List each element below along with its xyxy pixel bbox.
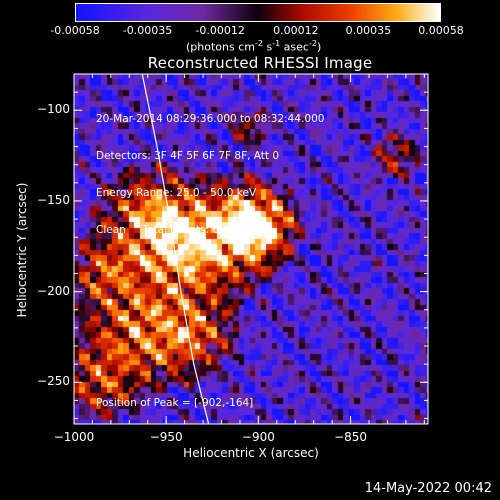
y-tick-label: −150 <box>37 192 70 207</box>
annotation-peak-position: Position of Peak = [-902,-164] <box>96 397 254 409</box>
footer-date: 14-May-2022 00:42 <box>364 481 492 496</box>
x-tick-label: −1000 <box>53 430 95 444</box>
colorbar-unit-label: (photons cm-2 s-1 asec-2) <box>186 39 322 54</box>
colorbar-tick-label: -0.00058 <box>50 24 100 37</box>
heatmap-image <box>74 74 428 424</box>
plot-frame <box>73 73 429 425</box>
colorbar-tick-label: 0.00058 <box>418 24 464 37</box>
colorbar-tick-label: -0.00012 <box>195 24 245 37</box>
y-tick-label: −100 <box>37 102 70 117</box>
annotation-clean-counts: Clean Total counts: 6.41E+03 <box>96 224 265 237</box>
annotation-energy-range: Energy Range: 25.0 - 50.0 keV <box>96 187 257 200</box>
colorbar <box>75 3 441 22</box>
x-axis-label: Heliocentric X (arcsec) <box>183 446 319 460</box>
annotation-detectors: Detectors: 3F 4F 5F 6F 7F 8F, Att 0 <box>96 150 280 163</box>
x-tick-label: −900 <box>241 430 275 444</box>
colorbar-tick-label: -0.00035 <box>122 24 173 37</box>
colorbar-tick-label: 0.00012 <box>273 24 319 37</box>
chart-title: Reconstructed RHESSI Image <box>147 54 373 72</box>
y-tick-label: −200 <box>37 283 70 298</box>
annotation-block: 20-Mar-2014 08:29:36.000 to 08:32:44.000… <box>96 88 324 249</box>
y-tick-label: −250 <box>37 374 70 389</box>
colorbar-tick-label: 0.00035 <box>345 24 392 37</box>
annotation-time-range: 20-Mar-2014 08:29:36.000 to 08:32:44.000 <box>96 112 325 125</box>
solar-limb-curve <box>141 73 210 425</box>
x-tick-label: −950 <box>149 430 183 444</box>
x-tick-label: −850 <box>334 430 368 444</box>
